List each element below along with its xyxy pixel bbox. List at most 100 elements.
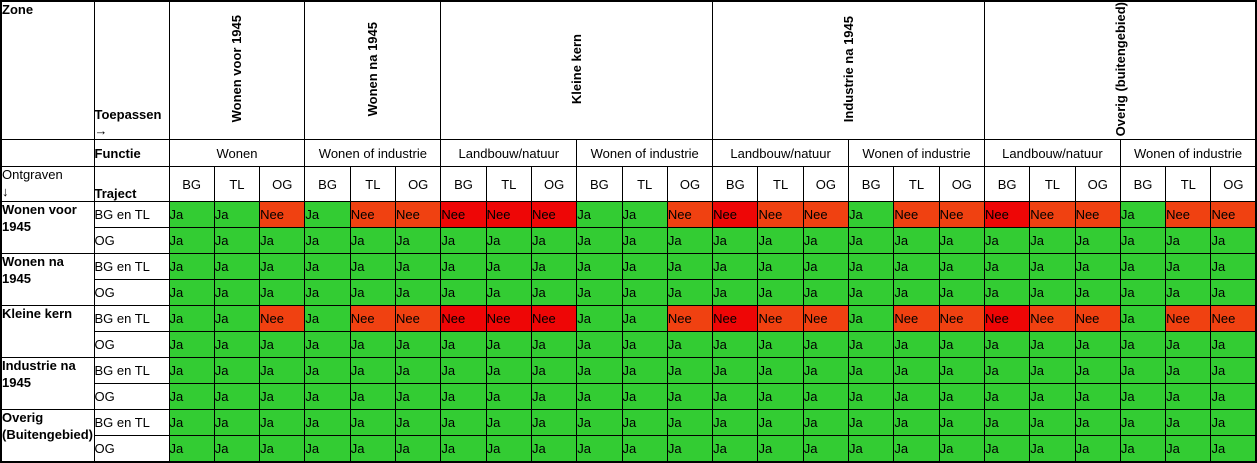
zone-header-label: Industrie na 1945 bbox=[841, 16, 857, 123]
result-cell: Ja bbox=[983, 383, 1031, 411]
result-cell: Nee bbox=[1029, 305, 1076, 333]
result-cell: Ja bbox=[666, 409, 714, 437]
traject-row-label: OG bbox=[93, 383, 170, 411]
result-cell: Nee bbox=[530, 201, 578, 229]
down-arrow-icon: ↓ bbox=[2, 183, 9, 199]
result-cell: Ja bbox=[848, 201, 895, 229]
result-cell: Ja bbox=[168, 409, 215, 437]
result-cell: Ja bbox=[893, 227, 940, 255]
result-cell: Ja bbox=[168, 201, 215, 229]
result-cell: Ja bbox=[440, 331, 487, 359]
result-cell: Ja bbox=[621, 383, 668, 411]
function-header: Wonen of industrie bbox=[848, 139, 985, 168]
traject-col-header: BG bbox=[983, 166, 1031, 203]
result-cell: Ja bbox=[213, 227, 261, 255]
result-cell: Nee bbox=[712, 305, 759, 333]
result-cell: Ja bbox=[757, 331, 804, 359]
result-cell: Ja bbox=[666, 435, 714, 463]
table-row: Industrie na 1945 BG en TL Ja Ja Ja Ja Ja Ja Ja J… bbox=[0, 357, 1257, 411]
result-cell: Ja bbox=[848, 435, 895, 463]
zone-row-label: Kleine kern bbox=[0, 305, 95, 359]
result-cell: Ja bbox=[1074, 409, 1121, 437]
result-cell: Ja bbox=[983, 409, 1031, 437]
result-cell: Ja bbox=[938, 383, 985, 411]
result-cell: Ja bbox=[802, 279, 850, 307]
result-cell: Ja bbox=[168, 253, 215, 281]
result-cell: Ja bbox=[1119, 331, 1167, 359]
result-cell: Ja bbox=[666, 279, 714, 307]
result-cell: Ja bbox=[893, 435, 940, 463]
result-cell: Ja bbox=[259, 331, 306, 359]
result-cell: Ja bbox=[1210, 227, 1257, 255]
result-cell: Ja bbox=[621, 357, 668, 385]
result-cell: Nee bbox=[1165, 305, 1212, 333]
result-cell: Ja bbox=[168, 435, 215, 463]
result-cell: Ja bbox=[1074, 227, 1121, 255]
result-cell: Ja bbox=[938, 253, 985, 281]
header-row-functie: Functie Wonen Wonen of industrie Landbou… bbox=[0, 139, 1257, 168]
result-cell: Ja bbox=[712, 357, 759, 385]
result-cell: Ja bbox=[712, 383, 759, 411]
result-cell: Ja bbox=[213, 357, 261, 385]
ontgraven-label: Ontgraven ↓ bbox=[0, 166, 95, 203]
result-cell: Nee bbox=[440, 201, 487, 229]
traject-col-header: TL bbox=[213, 166, 261, 203]
result-cell: Ja bbox=[802, 357, 850, 385]
result-cell: Ja bbox=[485, 227, 532, 255]
result-cell: Ja bbox=[576, 409, 623, 437]
zone-row-label: Overig (Buitengebied) bbox=[0, 409, 95, 463]
result-cell: Ja bbox=[983, 357, 1031, 385]
table-row: OG Ja Ja Ja Ja Ja Ja Ja Ja Ja Ja Ja Ja Ja Ja Ja Ja Ja Ja Ja… bbox=[1, 435, 1257, 463]
result-cell: Nee bbox=[938, 201, 985, 229]
zone-header-overig-buitengebied: Overig (buitengebied) bbox=[983, 0, 1257, 141]
result-cell: Ja bbox=[304, 357, 351, 385]
result-cell: Ja bbox=[1119, 227, 1167, 255]
result-cell: Ja bbox=[757, 357, 804, 385]
result-cell: Ja bbox=[168, 305, 215, 333]
result-cell: Ja bbox=[349, 331, 397, 359]
result-cell: Ja bbox=[983, 253, 1031, 281]
traject-col-header: OG bbox=[802, 166, 850, 203]
result-cell: Nee bbox=[802, 201, 850, 229]
result-cell: Ja bbox=[485, 357, 532, 385]
result-cell: Ja bbox=[168, 383, 215, 411]
result-cell: Ja bbox=[1210, 253, 1257, 281]
zone-header-label: Wonen na 1945 bbox=[365, 21, 381, 117]
traject-col-header: BG bbox=[712, 166, 759, 203]
result-cell: Nee bbox=[1074, 201, 1121, 229]
result-cell: Ja bbox=[938, 227, 985, 255]
traject-col-header: TL bbox=[621, 166, 668, 203]
result-cell: Ja bbox=[802, 409, 850, 437]
toepassen-label: Toepassen→ bbox=[93, 0, 170, 141]
traject-col-header: BG bbox=[848, 166, 895, 203]
result-cell: Ja bbox=[802, 383, 850, 411]
result-cell: Ja bbox=[1119, 435, 1167, 463]
empty-corner-cell bbox=[0, 139, 95, 168]
result-cell: Ja bbox=[576, 331, 623, 359]
result-cell: Ja bbox=[440, 357, 487, 385]
result-cell: Ja bbox=[576, 305, 623, 333]
traject-row-label: BG en TL bbox=[93, 201, 170, 229]
result-cell: Ja bbox=[349, 435, 397, 463]
result-cell: Ja bbox=[848, 305, 895, 333]
function-header: Wonen of industrie bbox=[1119, 139, 1257, 168]
traject-col-header: OG bbox=[530, 166, 578, 203]
result-cell: Ja bbox=[1210, 409, 1257, 437]
result-cell: Ja bbox=[530, 331, 578, 359]
result-cell: Ja bbox=[304, 201, 351, 229]
result-cell: Ja bbox=[893, 357, 940, 385]
result-cell: Ja bbox=[259, 279, 306, 307]
result-cell: Ja bbox=[1165, 331, 1212, 359]
result-cell: Ja bbox=[1119, 409, 1167, 437]
result-cell: Ja bbox=[712, 409, 759, 437]
zone-header-kleine-kern: Kleine kern bbox=[440, 0, 714, 141]
result-cell: Nee bbox=[1029, 201, 1076, 229]
ontgraven-text: Ontgraven bbox=[2, 167, 63, 183]
result-cell: Ja bbox=[440, 253, 487, 281]
result-cell: Ja bbox=[712, 253, 759, 281]
result-cell: Ja bbox=[213, 201, 261, 229]
result-cell: Nee bbox=[893, 201, 940, 229]
result-cell: Ja bbox=[1074, 383, 1121, 411]
result-cell: Nee bbox=[349, 305, 397, 333]
